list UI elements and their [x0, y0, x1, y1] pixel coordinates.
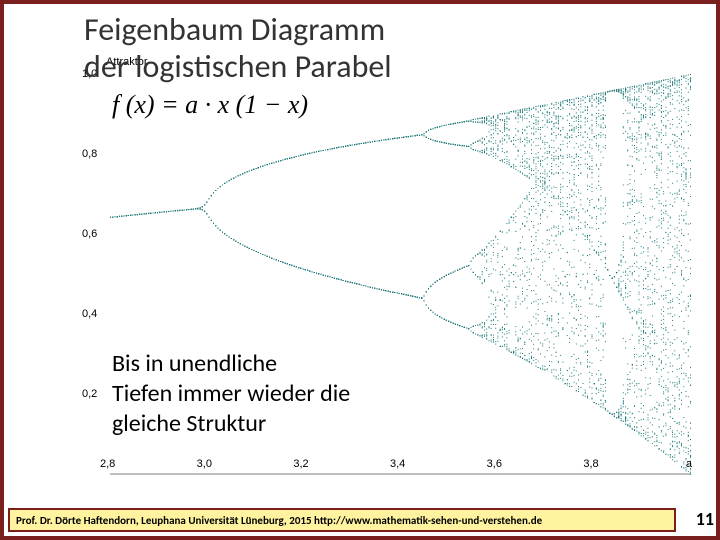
x-tick: 3,0	[197, 458, 212, 470]
equation: f (x) = a · x (1 − x)	[112, 90, 308, 120]
y-tick: 0,8	[82, 148, 97, 160]
y-tick: 0,2	[82, 388, 97, 400]
footer-text: Prof. Dr. Dörte Haftendorn, Leuphana Uni…	[16, 514, 542, 527]
caption-line-2: Tiefen immer wieder die	[112, 379, 350, 408]
y-tick: 0,4	[82, 308, 97, 320]
slide-title: Feigenbaum Diagramm der logistischen Par…	[84, 12, 392, 86]
title-line-2: der logistischen Parabel	[84, 47, 392, 86]
footer-bar: Prof. Dr. Dörte Haftendorn, Leuphana Uni…	[8, 508, 676, 532]
caption-text: Bis in unendliche Tiefen immer wieder di…	[112, 349, 350, 439]
x-tick: 3,4	[390, 458, 405, 470]
x-tick: 3,2	[293, 458, 308, 470]
x-tick: 2,8	[100, 458, 115, 470]
caption-line-3: gleiche Struktur	[112, 409, 266, 438]
x-axis-label: a	[686, 458, 692, 470]
x-tick: 3,6	[487, 458, 502, 470]
x-tick: 3,8	[583, 458, 598, 470]
title-line-1: Feigenbaum Diagramm	[84, 10, 385, 49]
y-tick: 0,6	[82, 228, 97, 240]
caption-line-1: Bis in unendliche	[112, 349, 277, 378]
page-number: 11	[696, 508, 714, 530]
